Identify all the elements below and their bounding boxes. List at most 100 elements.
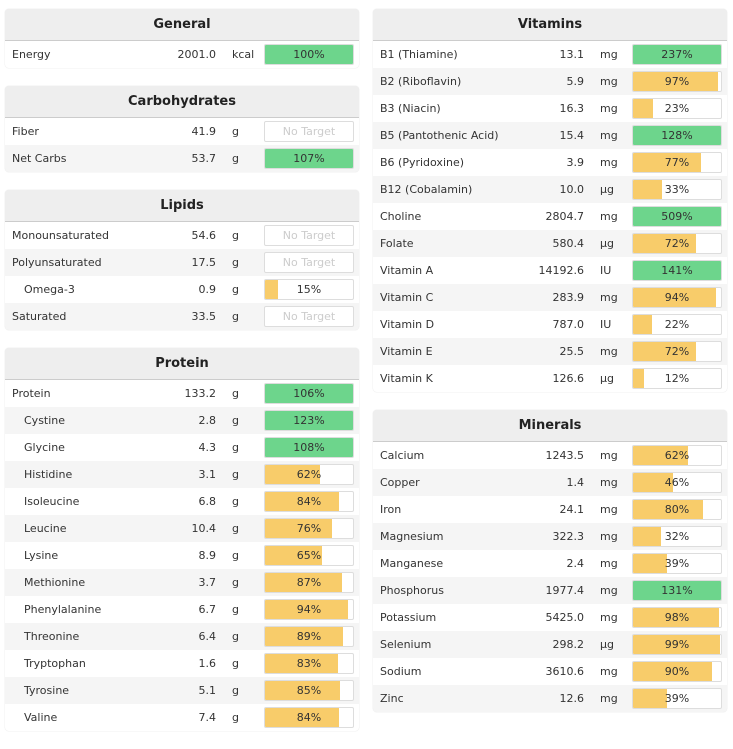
nutrient-row-vitamin-c[interactable]: Vitamin C 283.9 mg 94% xyxy=(373,284,727,311)
panel-title: General xyxy=(5,9,359,41)
nutrient-unit: mg xyxy=(600,476,618,489)
nutrient-row-leucine[interactable]: Leucine 10.4 g 76% xyxy=(5,515,359,542)
nutrient-row-histidine[interactable]: Histidine 3.1 g 62% xyxy=(5,461,359,488)
nutrient-row-vitamin-e[interactable]: Vitamin E 25.5 mg 72% xyxy=(373,338,727,365)
target-percent: 107% xyxy=(293,152,325,165)
nutrient-row-threonine[interactable]: Threonine 6.4 g 89% xyxy=(5,623,359,650)
nutrient-row-isoleucine[interactable]: Isoleucine 6.8 g 84% xyxy=(5,488,359,515)
nutrient-amount: 6.4 xyxy=(198,630,217,643)
target-bar: 107% xyxy=(264,148,354,169)
panel-title: Vitamins xyxy=(373,9,727,41)
nutrient-row-phenylalanine[interactable]: Phenylalanine 6.7 g 94% xyxy=(5,596,359,623)
nutrient-name: Calcium xyxy=(380,449,425,462)
target-percent: 39% xyxy=(664,692,690,705)
nutrient-row-tyrosine[interactable]: Tyrosine 5.1 g 85% xyxy=(5,677,359,704)
nutrient-amount: 1.6 xyxy=(198,657,217,670)
nutrient-row-energy[interactable]: Energy 2001.0 kcal 100% xyxy=(5,41,359,68)
nutrient-row-manganese[interactable]: Manganese 2.4 mg 39% xyxy=(373,550,727,577)
nutrient-name: Choline xyxy=(380,210,422,223)
nutrient-unit: g xyxy=(232,576,239,589)
nutrient-row-valine[interactable]: Valine 7.4 g 84% xyxy=(5,704,359,731)
nutrient-row-choline[interactable]: Choline 2804.7 mg 509% xyxy=(373,203,727,230)
target-percent: 72% xyxy=(664,237,690,250)
panel-title: Carbohydrates xyxy=(5,86,359,118)
nutrient-row-magnesium[interactable]: Magnesium 322.3 mg 32% xyxy=(373,523,727,550)
nutrient-amount: 25.5 xyxy=(559,345,585,358)
target-bar-fill xyxy=(633,288,716,307)
nutrient-name: Saturated xyxy=(12,310,67,323)
nutrient-unit: kcal xyxy=(232,48,255,61)
nutrient-row-fiber[interactable]: Fiber 41.9 g No Target xyxy=(5,118,359,145)
target-bar: 237% xyxy=(632,44,722,65)
nutrient-row-methionine[interactable]: Methionine 3.7 g 87% xyxy=(5,569,359,596)
nutrient-name: Tryptophan xyxy=(24,657,86,670)
nutrient-row-b5-pantothenic-acid[interactable]: B5 (Pantothenic Acid) 15.4 mg 128% xyxy=(373,122,727,149)
nutrient-row-b2-riboflavin[interactable]: B2 (Riboflavin) 5.9 mg 97% xyxy=(373,68,727,95)
nutrient-unit: mg xyxy=(600,611,618,624)
nutrient-unit: g xyxy=(232,711,239,724)
target-bar: 46% xyxy=(632,472,722,493)
nutrient-row-cystine[interactable]: Cystine 2.8 g 123% xyxy=(5,407,359,434)
nutrient-amount: 5.1 xyxy=(198,684,217,697)
nutrient-row-glycine[interactable]: Glycine 4.3 g 108% xyxy=(5,434,359,461)
nutrient-row-net-carbs[interactable]: Net Carbs 53.7 g 107% xyxy=(5,145,359,172)
nutrient-amount: 133.2 xyxy=(184,387,217,400)
nutrient-row-lysine[interactable]: Lysine 8.9 g 65% xyxy=(5,542,359,569)
nutrient-name: Protein xyxy=(12,387,51,400)
nutrient-row-polyunsaturated[interactable]: Polyunsaturated 17.5 g No Target xyxy=(5,249,359,276)
nutrient-unit: µg xyxy=(600,237,614,250)
target-percent: 87% xyxy=(296,576,322,589)
nutrient-row-copper[interactable]: Copper 1.4 mg 46% xyxy=(373,469,727,496)
target-bar-fill xyxy=(265,681,340,700)
nutrient-name: Vitamin K xyxy=(380,372,433,385)
nutrient-amount: 1977.4 xyxy=(545,584,585,597)
target-bar: 106% xyxy=(264,383,354,404)
nutrient-row-b3-niacin[interactable]: B3 (Niacin) 16.3 mg 23% xyxy=(373,95,727,122)
no-target-label: No Target xyxy=(282,310,336,323)
nutrient-row-selenium[interactable]: Selenium 298.2 µg 99% xyxy=(373,631,727,658)
nutrient-row-vitamin-a[interactable]: Vitamin A 14192.6 IU 141% xyxy=(373,257,727,284)
nutrient-row-b6-pyridoxine[interactable]: B6 (Pyridoxine) 3.9 mg 77% xyxy=(373,149,727,176)
nutrient-row-sodium[interactable]: Sodium 3610.6 mg 90% xyxy=(373,658,727,685)
target-bar-fill xyxy=(633,180,663,199)
target-bar: 99% xyxy=(632,634,722,655)
target-bar: 62% xyxy=(632,445,722,466)
nutrient-unit: g xyxy=(232,441,239,454)
nutrient-unit: mg xyxy=(600,557,618,570)
nutrient-row-folate[interactable]: Folate 580.4 µg 72% xyxy=(373,230,727,257)
target-bar-fill xyxy=(633,473,674,492)
nutrient-row-protein[interactable]: Protein 133.2 g 106% xyxy=(5,380,359,407)
nutrient-row-saturated[interactable]: Saturated 33.5 g No Target xyxy=(5,303,359,330)
nutrient-name: Net Carbs xyxy=(12,152,67,165)
nutrient-row-b12-cobalamin[interactable]: B12 (Cobalamin) 10.0 µg 33% xyxy=(373,176,727,203)
target-bar-fill xyxy=(265,45,353,64)
nutrient-row-omega-3[interactable]: Omega-3 0.9 g 15% xyxy=(5,276,359,303)
target-bar: 77% xyxy=(632,152,722,173)
nutrient-amount: 3.7 xyxy=(198,576,217,589)
nutrient-unit: mg xyxy=(600,692,618,705)
nutrient-amount: 126.6 xyxy=(552,372,585,385)
nutrient-name: Threonine xyxy=(24,630,80,643)
nutrient-row-b1-thiamine[interactable]: B1 (Thiamine) 13.1 mg 237% xyxy=(373,41,727,68)
nutrient-unit: g xyxy=(232,283,239,296)
nutrient-row-phosphorus[interactable]: Phosphorus 1977.4 mg 131% xyxy=(373,577,727,604)
nutrient-name: Fiber xyxy=(12,125,39,138)
nutrient-name: Folate xyxy=(380,237,414,250)
target-percent: 98% xyxy=(664,611,690,624)
target-bar: 100% xyxy=(264,44,354,65)
nutrient-row-monounsaturated[interactable]: Monounsaturated 54.6 g No Target xyxy=(5,222,359,249)
target-bar: 94% xyxy=(632,287,722,308)
target-bar-fill xyxy=(633,342,697,361)
nutrient-unit: g xyxy=(232,522,239,535)
panel-minerals: Minerals Calcium 1243.5 mg 62% Copper 1.4 mg 46%… xyxy=(373,410,727,712)
nutrient-row-zinc[interactable]: Zinc 12.6 mg 39% xyxy=(373,685,727,712)
nutrient-row-calcium[interactable]: Calcium 1243.5 mg 62% xyxy=(373,442,727,469)
nutrient-row-iron[interactable]: Iron 24.1 mg 80% xyxy=(373,496,727,523)
nutrient-row-potassium[interactable]: Potassium 5425.0 mg 98% xyxy=(373,604,727,631)
target-bar: 15% xyxy=(264,279,354,300)
target-bar-fill xyxy=(633,500,704,519)
nutrient-row-vitamin-k[interactable]: Vitamin K 126.6 µg 12% xyxy=(373,365,727,392)
target-percent: 128% xyxy=(661,129,693,142)
nutrient-row-tryptophan[interactable]: Tryptophan 1.6 g 83% xyxy=(5,650,359,677)
nutrient-row-vitamin-d[interactable]: Vitamin D 787.0 IU 22% xyxy=(373,311,727,338)
